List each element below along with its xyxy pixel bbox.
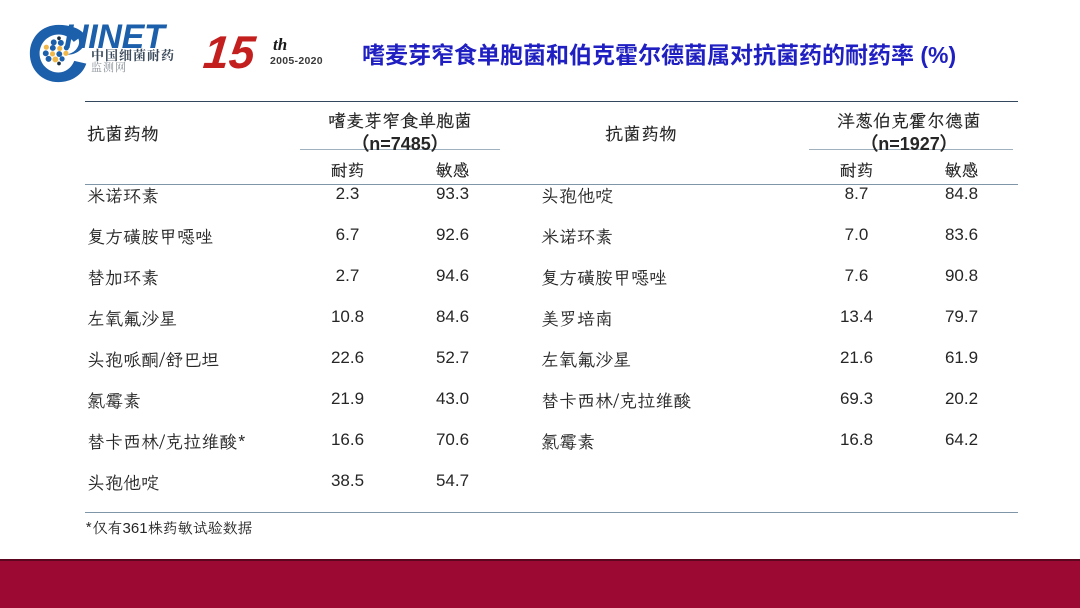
svg-text:th: th — [273, 35, 287, 54]
svg-text:2005-2020: 2005-2020 — [270, 55, 323, 67]
svg-text:15: 15 — [201, 26, 259, 78]
